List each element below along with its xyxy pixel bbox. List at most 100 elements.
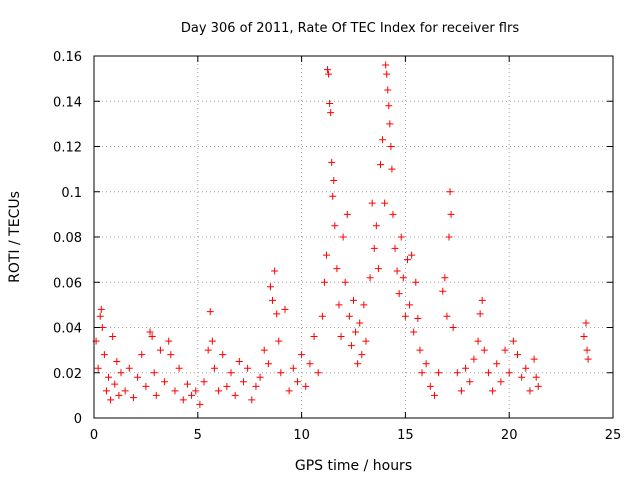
- y-tick-labels: 0 0.02 0.04 0.06 0.08 0.1 0.12 0.14 0.16: [53, 50, 82, 427]
- data-point: [223, 382, 231, 390]
- data-point: [94, 364, 102, 372]
- data-point: [466, 378, 474, 386]
- data-point: [426, 382, 434, 390]
- data-point: [142, 382, 150, 390]
- data-point: [227, 369, 235, 377]
- data-point: [306, 360, 314, 368]
- data-point: [397, 233, 405, 241]
- chart-title: Day 306 of 2011, Rate Of TEC Index for r…: [181, 21, 519, 36]
- data-point: [183, 380, 191, 388]
- data-point: [509, 337, 517, 345]
- data-point: [102, 387, 110, 395]
- data-point: [167, 351, 175, 359]
- x-tick-label: 25: [605, 428, 622, 443]
- data-point: [235, 357, 243, 365]
- data-point: [156, 346, 164, 354]
- data-point: [470, 355, 478, 363]
- data-point: [323, 251, 331, 259]
- data-point: [215, 387, 223, 395]
- data-point: [324, 66, 332, 74]
- data-point: [310, 333, 318, 341]
- data-point: [196, 400, 204, 408]
- data-point: [462, 364, 470, 372]
- data-point: [264, 360, 272, 368]
- data-point: [328, 158, 336, 166]
- data-point: [474, 337, 482, 345]
- data-point: [391, 244, 399, 252]
- data-point: [111, 380, 119, 388]
- data-point: [387, 143, 395, 150]
- data-point: [447, 210, 455, 218]
- y-axis-title: ROTI / TECUs: [7, 191, 23, 283]
- data-point: [271, 267, 279, 275]
- data-point: [350, 296, 357, 304]
- data-point: [580, 333, 588, 341]
- data-point: [150, 369, 158, 377]
- data-point: [329, 192, 337, 200]
- data-point: [192, 387, 200, 395]
- data-point: [125, 364, 133, 372]
- data-point: [526, 387, 534, 395]
- data-point: [343, 210, 351, 218]
- data-point: [281, 305, 289, 313]
- data-point: [493, 360, 501, 368]
- data-point: [382, 61, 390, 69]
- data-point: [200, 378, 208, 386]
- data-point: [138, 351, 146, 359]
- data-point: [115, 391, 123, 399]
- data-point: [393, 267, 401, 275]
- plot-frame: [93, 55, 614, 419]
- data-point: [457, 387, 465, 395]
- data-point: [514, 351, 522, 359]
- data-point: [430, 391, 438, 399]
- data-point: [352, 328, 360, 336]
- data-point: [399, 274, 407, 282]
- data-point: [285, 387, 293, 395]
- x-tick-labels: 0 5 10 15 20 25: [90, 428, 621, 443]
- data-point: [386, 120, 394, 128]
- data-point: [418, 369, 426, 377]
- data-point: [480, 346, 488, 354]
- data-point: [109, 333, 117, 341]
- y-tick-label: 0.12: [53, 141, 82, 156]
- data-point: [175, 364, 183, 372]
- y-tick-label: 0: [74, 412, 82, 427]
- y-tick-label: 0.04: [53, 322, 82, 337]
- x-tick-label: 20: [501, 428, 518, 443]
- data-point: [362, 337, 370, 345]
- data-points: [92, 61, 592, 408]
- y-tick-label: 0.16: [53, 50, 82, 65]
- data-point: [266, 283, 274, 291]
- data-point: [331, 222, 339, 230]
- data-point: [366, 274, 374, 282]
- data-point: [275, 337, 283, 345]
- data-point: [370, 244, 378, 252]
- data-point: [298, 351, 306, 359]
- data-point: [368, 199, 376, 207]
- data-point: [497, 378, 505, 386]
- data-point: [341, 278, 349, 286]
- data-point: [277, 369, 285, 377]
- data-point: [219, 351, 227, 359]
- data-point: [505, 369, 513, 377]
- axis-ticks: [93, 55, 614, 419]
- data-point: [152, 391, 160, 399]
- data-point: [389, 210, 397, 218]
- data-point: [320, 278, 328, 286]
- data-point: [273, 310, 281, 318]
- data-point: [165, 337, 173, 345]
- data-point: [171, 387, 179, 395]
- data-point: [379, 136, 387, 144]
- data-point: [244, 364, 252, 372]
- data-point: [289, 364, 297, 372]
- data-point: [356, 319, 364, 327]
- data-point: [489, 387, 497, 395]
- data-point: [518, 373, 526, 381]
- data-point: [403, 256, 411, 264]
- data-point: [314, 369, 322, 377]
- data-point: [445, 233, 453, 241]
- data-point: [374, 265, 382, 273]
- data-point: [408, 251, 416, 259]
- data-point: [293, 378, 301, 386]
